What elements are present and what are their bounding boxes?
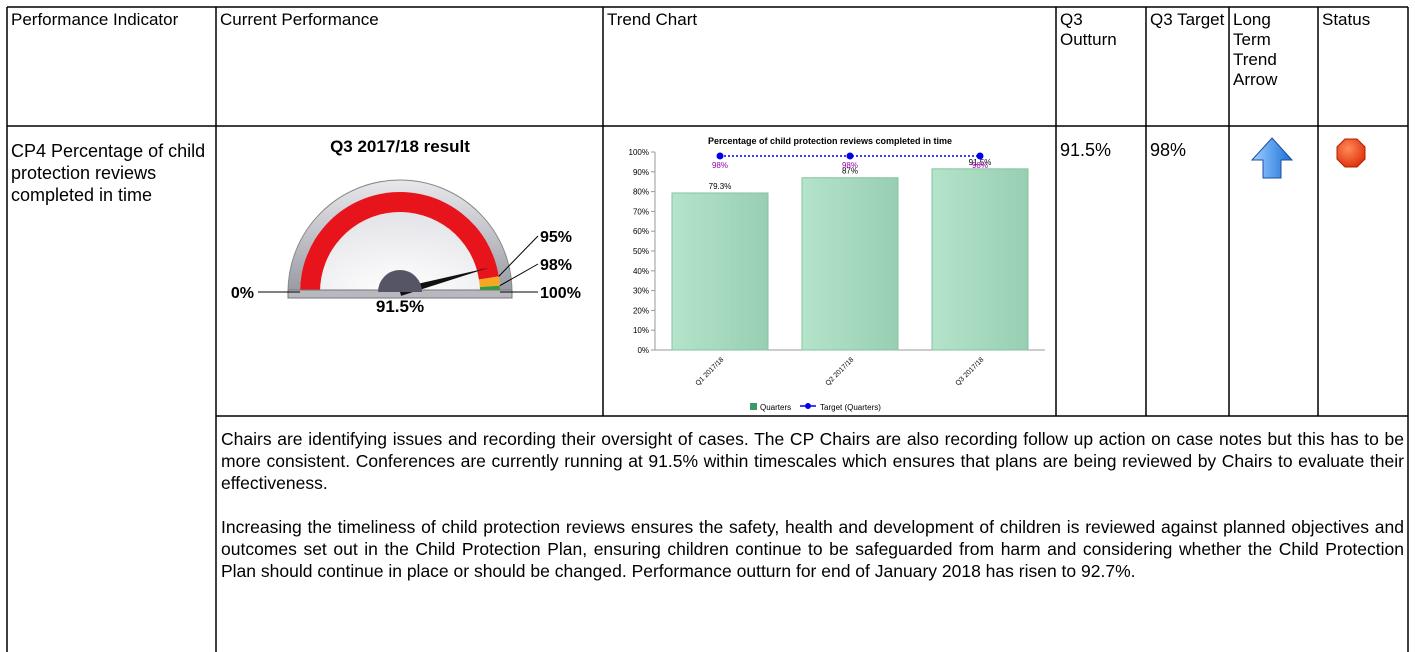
- chart-title: Percentage of child protection reviews c…: [708, 136, 952, 146]
- gauge-tick: [498, 235, 539, 277]
- target-value-label: 98%: [712, 161, 728, 170]
- header-cell: Long Term Trend Arrow: [1233, 10, 1278, 89]
- outturn-cell: 91.5%: [1060, 140, 1112, 160]
- gauge-tick: [499, 263, 539, 287]
- bar: [671, 192, 769, 351]
- table-lines: [6, 6, 1409, 652]
- commentary: Chairs are identifying issues and record…: [221, 428, 1404, 604]
- y-tick-label: 20%: [633, 306, 649, 315]
- bar-value-label: 91.5%: [969, 158, 992, 167]
- header-cell: Q3 Target: [1150, 10, 1225, 29]
- x-tick-label: Q2 2017/18: [825, 356, 856, 387]
- header-cell: Trend Chart: [607, 10, 698, 29]
- gauge-tick-label: 100%: [540, 285, 581, 302]
- gauge-band: [300, 192, 499, 292]
- header-cell: Performance Indicator: [11, 10, 179, 29]
- commentary-paragraph: Increasing the timeliness of child prote…: [221, 517, 1404, 581]
- gauge-title: Q3 2017/18 result: [330, 137, 470, 156]
- header-cell: Current Performance: [220, 10, 379, 29]
- legend-label: Quarters: [760, 403, 791, 412]
- indicator-cell: CP4 Percentage of child protection revie…: [11, 141, 206, 205]
- target-cell: 98%: [1150, 140, 1187, 160]
- y-tick-label: 80%: [633, 188, 649, 197]
- y-tick-label: 90%: [633, 168, 649, 177]
- commentary-paragraph: Chairs are identifying issues and record…: [221, 429, 1404, 493]
- y-tick-label: 100%: [629, 148, 649, 157]
- target-value-label: 98%: [842, 161, 858, 170]
- y-tick-label: 50%: [633, 247, 649, 256]
- legend-marker: [805, 403, 811, 409]
- legend-swatch: [750, 403, 757, 410]
- target-marker: [976, 152, 984, 160]
- target-marker: [716, 152, 724, 160]
- y-tick-label: 40%: [633, 267, 649, 276]
- y-tick-label: 30%: [633, 287, 649, 296]
- gauge-tick-label: 98%: [540, 257, 572, 274]
- status-icon: [1336, 138, 1366, 168]
- bar-value-label: 87%: [842, 167, 858, 176]
- y-tick-label: 60%: [633, 227, 649, 236]
- gauge-hub: [378, 270, 422, 292]
- gauge-tick-label: 0%: [231, 285, 254, 302]
- legend-label: Target (Quarters): [820, 403, 881, 412]
- y-tick-label: 10%: [633, 326, 649, 335]
- x-tick-label: Q3 2017/18: [955, 356, 986, 387]
- y-tick-label: 0%: [637, 346, 649, 355]
- gauge-band: [479, 276, 500, 287]
- target-marker: [846, 152, 854, 160]
- bar: [801, 177, 899, 351]
- bar: [931, 168, 1029, 351]
- gauge-tick-label: 95%: [540, 229, 572, 246]
- header-cell: Status: [1322, 10, 1371, 29]
- header-cell: Q3 Outturn: [1060, 10, 1117, 49]
- bar-value-label: 79.3%: [709, 182, 732, 191]
- target-value-label: 98%: [972, 161, 988, 170]
- trend-arrow-icon: [1250, 137, 1294, 179]
- y-tick-label: 70%: [633, 207, 649, 216]
- x-tick-label: Q1 2017/18: [695, 356, 726, 387]
- gauge-value-label: 91.5%: [376, 297, 424, 316]
